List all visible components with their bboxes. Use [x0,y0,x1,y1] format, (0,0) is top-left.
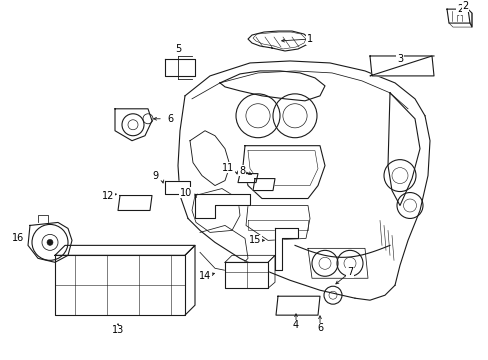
Polygon shape [446,9,469,23]
Polygon shape [224,262,267,288]
Text: 8: 8 [239,166,244,176]
Polygon shape [164,181,190,194]
Polygon shape [247,31,309,51]
Polygon shape [274,229,297,270]
Polygon shape [275,296,319,315]
Text: 13: 13 [112,325,124,335]
Polygon shape [252,179,274,190]
Text: 11: 11 [222,163,234,172]
Polygon shape [238,174,258,183]
Text: 9: 9 [152,171,158,181]
Polygon shape [118,195,152,211]
Text: 14: 14 [199,271,211,281]
Text: 15: 15 [248,235,261,246]
Text: 12: 12 [102,190,114,201]
Text: 7: 7 [346,267,352,277]
Polygon shape [195,194,249,219]
Text: 10: 10 [180,188,192,198]
Text: 5: 5 [175,44,181,54]
Polygon shape [164,59,195,76]
Text: 2: 2 [456,4,462,14]
Polygon shape [55,255,184,315]
Polygon shape [115,109,152,141]
Text: 6: 6 [316,323,323,333]
Text: 16: 16 [12,233,24,243]
Polygon shape [369,56,433,76]
Polygon shape [28,222,72,262]
Text: 3: 3 [396,54,402,64]
Text: 6: 6 [166,114,173,124]
Text: 2: 2 [461,1,468,11]
Text: 4: 4 [292,320,299,330]
Text: 1: 1 [306,34,312,44]
Circle shape [47,239,53,246]
